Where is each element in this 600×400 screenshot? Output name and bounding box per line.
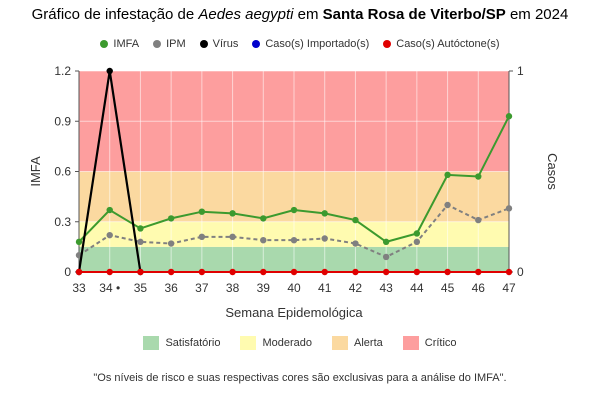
- legend-marker-ipm: [153, 40, 162, 48]
- legend-marker-virus: [199, 40, 208, 48]
- legend-marker-imported-cases: [252, 40, 261, 48]
- x-axis-title: Semana Epidemológica: [225, 305, 363, 320]
- data-point-ipm: [167, 240, 175, 247]
- data-point-caso-s-autoctone-s: [352, 268, 359, 276]
- data-point-caso-s-autoctone-s: [75, 268, 83, 276]
- footnote: "Os níveis de risco e suas respectivas c…: [93, 372, 507, 384]
- data-point-caso-s-autoctone-s: [137, 268, 144, 276]
- data-point-caso-s-autoctone-s: [198, 268, 206, 276]
- data-point-caso-s-autoctone-s: [413, 268, 421, 276]
- legend-item-virus[interactable]: Vírus: [199, 38, 238, 50]
- x-tick-label: 44: [410, 281, 424, 295]
- legend-item-imported-cases[interactable]: Caso(s) Importado(s): [252, 38, 369, 50]
- data-point-caso-s-autoctone-s: [444, 268, 451, 276]
- x-tick-label: 46: [472, 281, 486, 295]
- risk-legend-satisfactory: Satisfatório: [143, 336, 220, 350]
- risk-legend-alert: Alerta: [332, 336, 383, 350]
- data-point-caso-s-autoctone-s: [505, 268, 513, 276]
- data-point-imfa: [444, 171, 451, 179]
- risk-legend-moderate: Moderado: [240, 336, 312, 350]
- data-point-caso-s-autoctone-s: [290, 268, 298, 276]
- data-point-ipm: [198, 233, 206, 241]
- chart-title: Gráfico de infestação de Aedes aegypti e…: [31, 6, 569, 23]
- data-point-imfa: [321, 210, 328, 217]
- data-point-ipm: [475, 216, 482, 224]
- data-point-imfa: [229, 210, 236, 217]
- data-point-imfa: [382, 238, 390, 246]
- chart-plot: 0 0.3 0.6 0.9 1.2 0 1 33 34 • 35 36 37 38 39 40 41 42 43 4…: [28, 64, 560, 320]
- risk-swatch-satisfactory: [143, 336, 160, 350]
- data-point-ipm: [413, 238, 421, 246]
- data-point-ipm: [505, 205, 513, 212]
- data-point-caso-s-autoctone-s: [167, 268, 175, 276]
- legend-item-ipm[interactable]: IPM: [153, 38, 186, 50]
- x-tick-label: 42: [349, 281, 363, 295]
- legend-item-imfa[interactable]: IMFA: [100, 38, 139, 50]
- risk-legend-critical: Crítico: [402, 336, 457, 350]
- data-point-ipm: [444, 201, 451, 209]
- x-tick-label: 36: [164, 281, 178, 295]
- y2-tick-label: 0: [517, 265, 524, 279]
- data-point-imfa: [260, 215, 267, 222]
- y-tick-label: 0.3: [54, 215, 71, 229]
- data-point-ipm: [229, 233, 236, 241]
- data-point-caso-s-autoctone-s: [229, 268, 236, 276]
- data-point-virus: [106, 67, 113, 75]
- data-point-imfa: [413, 230, 421, 237]
- risk-swatch-moderate: [240, 336, 257, 350]
- x-tick-label: 39: [257, 281, 271, 295]
- data-point-ipm: [106, 231, 113, 239]
- data-point-ipm: [137, 238, 144, 246]
- x-tick-label: 34 •: [99, 281, 120, 295]
- x-tick-label: 33: [72, 281, 86, 295]
- data-point-imfa: [505, 113, 513, 120]
- risk-swatch-alert: [332, 336, 349, 350]
- legend-marker-imfa: [100, 40, 109, 48]
- x-tick-label: 40: [287, 281, 301, 295]
- y-tick-label: 1.2: [54, 64, 71, 78]
- x-tick-label: 37: [195, 281, 209, 295]
- risk-swatch-critical: [402, 336, 419, 350]
- x-tick-label: 47: [502, 281, 516, 295]
- data-point-imfa: [75, 238, 83, 246]
- series-line-ipm: [78, 203, 510, 259]
- data-point-ipm: [290, 236, 298, 244]
- x-tick-label: 45: [441, 281, 455, 295]
- y-tick-label: 0.6: [54, 165, 71, 179]
- data-point-imfa: [106, 206, 113, 214]
- x-tick-label: 43: [379, 281, 393, 295]
- risk-level-legend: Satisfatório Moderado Alerta Crítico: [0, 336, 600, 350]
- legend-item-autochthonous-cases[interactable]: Caso(s) Autóctone(s): [383, 38, 500, 50]
- data-point-caso-s-autoctone-s: [475, 268, 482, 276]
- data-point-imfa: [167, 215, 175, 222]
- x-tick-label: 35: [134, 281, 148, 295]
- x-tick-label: 41: [318, 281, 332, 295]
- data-point-imfa: [352, 216, 359, 224]
- y-tick-label: 0.9: [54, 114, 71, 128]
- x-tick-label: 38: [226, 281, 240, 295]
- data-point-imfa: [198, 208, 206, 215]
- series-legend: IMFA IPM Vírus Caso(s) Importado(s) Caso…: [0, 38, 600, 50]
- legend-marker-autochthonous-cases: [383, 40, 392, 48]
- data-point-caso-s-autoctone-s: [106, 268, 113, 276]
- data-point-imfa: [475, 173, 482, 180]
- data-point-ipm: [260, 236, 267, 244]
- data-point-caso-s-autoctone-s: [321, 268, 328, 276]
- y-axis-title: IMFA: [28, 156, 43, 187]
- data-point-ipm: [352, 240, 359, 247]
- y-tick-label: 0: [64, 265, 71, 279]
- data-point-ipm: [321, 235, 328, 242]
- data-point-imfa: [137, 225, 144, 232]
- data-point-imfa: [290, 206, 298, 214]
- y2-tick-label: 1: [517, 64, 524, 78]
- y2-axis-title: Casos: [545, 153, 560, 190]
- data-point-caso-s-autoctone-s: [382, 268, 390, 276]
- data-point-ipm: [382, 253, 390, 261]
- data-point-caso-s-autoctone-s: [260, 268, 267, 276]
